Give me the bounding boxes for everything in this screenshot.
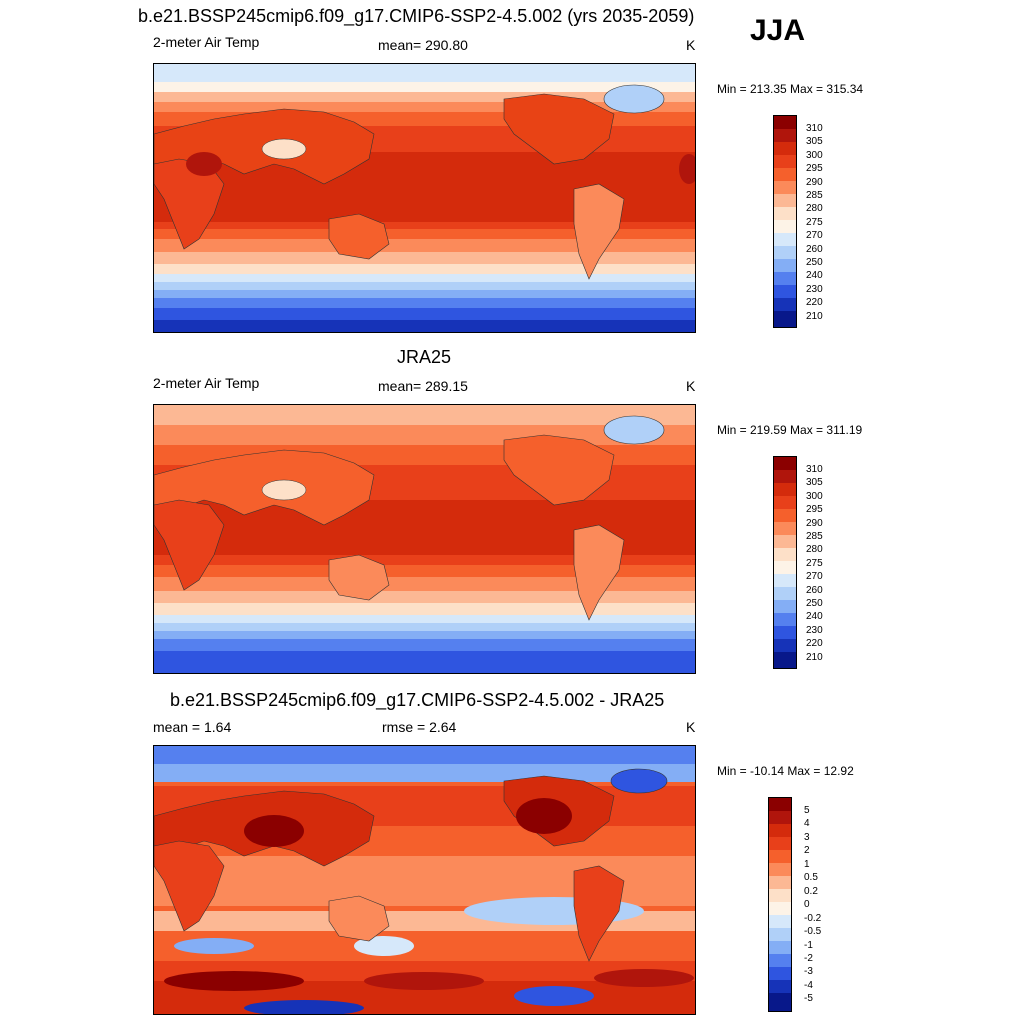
colorbar-tick-label: 280 xyxy=(806,544,823,556)
panel3-minmax: Min = -10.14 Max = 12.92 xyxy=(717,764,854,778)
colorbar-tick-label: 220 xyxy=(806,297,823,309)
panel1-mean-label: mean= 290.80 xyxy=(378,37,468,53)
colorbar-tick-label: 295 xyxy=(806,163,823,175)
panel2-title: JRA25 xyxy=(397,347,452,367)
colorbar-tick-label: 3 xyxy=(804,831,810,843)
panel2-minmax: Min = 219.59 Max = 311.19 xyxy=(717,423,863,437)
colorbar-tick-label: 220 xyxy=(806,638,823,650)
panel1-units-label: K xyxy=(686,37,696,53)
colorbar-tick-label: 230 xyxy=(806,624,823,636)
colorbar-tick-label: 230 xyxy=(806,283,823,295)
colorbar-tick-label: 1 xyxy=(804,858,810,870)
season-label: JJA xyxy=(750,14,806,47)
colorbar-tick-label: 270 xyxy=(806,230,823,242)
colorbar-tick-label: -0.5 xyxy=(804,926,822,938)
colorbar-tick-label: 300 xyxy=(806,490,823,502)
colorbar-tick-label: 290 xyxy=(806,517,823,529)
colorbar-tick-label: 300 xyxy=(806,149,823,161)
colorbar-tick-label: 240 xyxy=(806,270,823,282)
colorbar-tick-label: 285 xyxy=(806,531,823,542)
colorbar-tick-label: -5 xyxy=(804,993,813,1005)
panel3-rmse-label: rmse = 2.64 xyxy=(382,719,457,735)
panel3-title: b.e21.BSSP245cmip6.f09_g17.CMIP6-SSP2-4.… xyxy=(170,690,665,710)
panel3-colorbar xyxy=(768,797,792,1012)
panel1-variable-label: 2-meter Air Temp xyxy=(153,34,260,50)
colorbar-tick-label: 240 xyxy=(806,611,823,623)
colorbar-tick-label: 290 xyxy=(806,176,823,188)
panel2-map xyxy=(153,404,696,674)
panel3-mean-label: mean = 1.64 xyxy=(153,719,232,735)
colorbar-tick-label: 250 xyxy=(806,257,823,268)
panel2-variable-label: 2-meter Air Temp xyxy=(153,375,260,391)
colorbar-tick-label: 280 xyxy=(806,203,823,215)
panel2-colorbar xyxy=(773,456,797,669)
colorbar-tick-label: 5 xyxy=(804,805,810,816)
colorbar-tick-label: -4 xyxy=(804,979,813,991)
colorbar-tick-label: 0.5 xyxy=(804,872,818,884)
panel2-units-label: K xyxy=(686,378,696,394)
panel1-colorbar xyxy=(773,115,797,328)
colorbar-tick-label: 305 xyxy=(806,477,823,489)
panel3-units-label: K xyxy=(686,719,696,735)
panel2-mean-label: mean= 289.15 xyxy=(378,378,468,394)
colorbar-tick-label: 0 xyxy=(804,899,810,911)
colorbar-tick-label: 260 xyxy=(806,584,823,596)
colorbar-tick-label: 210 xyxy=(806,310,823,322)
panel1-minmax: Min = 213.35 Max = 315.34 xyxy=(717,82,864,96)
colorbar-tick-label: 2 xyxy=(804,845,810,857)
colorbar-tick-label: 4 xyxy=(804,818,810,830)
colorbar-tick-label: 260 xyxy=(806,243,823,255)
colorbar-tick-label: 305 xyxy=(806,136,823,148)
colorbar-tick-label: 310 xyxy=(806,123,823,134)
panel1-map xyxy=(153,63,696,333)
colorbar-tick-label: -2 xyxy=(804,952,813,964)
colorbar-tick-label: -3 xyxy=(804,966,813,978)
colorbar-tick-label: 285 xyxy=(806,190,823,201)
colorbar-tick-label: 275 xyxy=(806,557,823,569)
panel1-title: b.e21.BSSP245cmip6.f09_g17.CMIP6-SSP2-4.… xyxy=(138,6,695,26)
colorbar-tick-label: 275 xyxy=(806,216,823,228)
colorbar-tick-label: -0.2 xyxy=(804,912,822,924)
panel3-map xyxy=(153,745,696,1015)
colorbar-tick-label: 0.2 xyxy=(804,885,818,897)
colorbar-tick-label: 250 xyxy=(806,598,823,609)
colorbar-tick-label: 270 xyxy=(806,571,823,583)
colorbar-tick-label: 210 xyxy=(806,651,823,663)
colorbar-tick-label: 310 xyxy=(806,464,823,475)
colorbar-tick-label: -1 xyxy=(804,939,813,951)
colorbar-tick-label: 295 xyxy=(806,504,823,516)
